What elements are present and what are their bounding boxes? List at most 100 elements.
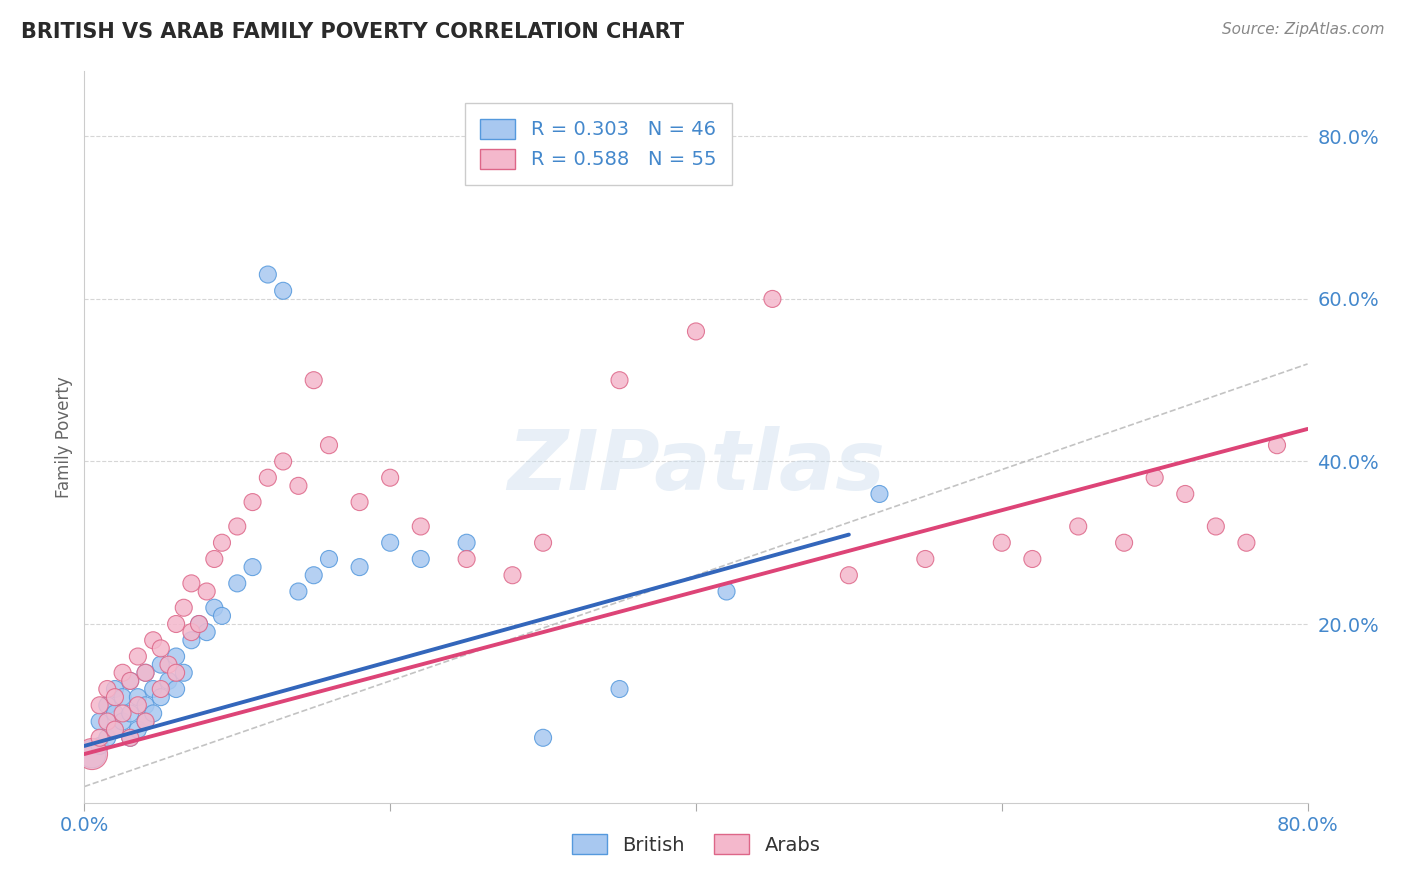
Point bbox=[716, 584, 738, 599]
Point bbox=[838, 568, 860, 582]
Text: Source: ZipAtlas.com: Source: ZipAtlas.com bbox=[1222, 22, 1385, 37]
Point bbox=[1174, 487, 1197, 501]
Point bbox=[120, 731, 142, 745]
Point bbox=[1114, 535, 1136, 549]
Point bbox=[1205, 519, 1227, 533]
Point bbox=[127, 698, 149, 713]
Point bbox=[242, 495, 264, 509]
Point bbox=[135, 698, 157, 713]
Point bbox=[318, 438, 340, 452]
Point bbox=[80, 747, 103, 761]
Point bbox=[180, 576, 202, 591]
Point bbox=[456, 552, 478, 566]
Point bbox=[149, 681, 172, 696]
Point bbox=[165, 681, 187, 696]
Point bbox=[211, 608, 233, 623]
Point bbox=[157, 657, 180, 672]
Legend: British, Arabs: British, Arabs bbox=[560, 822, 832, 866]
Point bbox=[271, 454, 294, 468]
Point bbox=[257, 471, 280, 485]
Point bbox=[157, 673, 180, 688]
Point bbox=[104, 723, 127, 737]
Point bbox=[1143, 471, 1166, 485]
Point bbox=[531, 731, 554, 745]
Point bbox=[135, 665, 157, 680]
Point bbox=[211, 535, 233, 549]
Point bbox=[142, 681, 165, 696]
Point bbox=[761, 292, 783, 306]
Point bbox=[120, 706, 142, 721]
Point bbox=[609, 681, 631, 696]
Point bbox=[120, 731, 142, 745]
Point bbox=[869, 487, 891, 501]
Point bbox=[104, 690, 127, 705]
Point bbox=[180, 633, 202, 648]
Point bbox=[195, 625, 218, 640]
Point bbox=[111, 706, 134, 721]
Point bbox=[173, 665, 195, 680]
Point bbox=[165, 665, 187, 680]
Point bbox=[609, 373, 631, 387]
Point bbox=[142, 706, 165, 721]
Point bbox=[96, 681, 118, 696]
Point bbox=[271, 284, 294, 298]
Point bbox=[111, 665, 134, 680]
Y-axis label: Family Poverty: Family Poverty bbox=[55, 376, 73, 498]
Point bbox=[173, 600, 195, 615]
Point bbox=[226, 576, 249, 591]
Point bbox=[409, 519, 432, 533]
Point bbox=[135, 714, 157, 729]
Point bbox=[96, 698, 118, 713]
Point bbox=[135, 665, 157, 680]
Point bbox=[914, 552, 936, 566]
Point bbox=[104, 723, 127, 737]
Point bbox=[409, 552, 432, 566]
Point bbox=[104, 706, 127, 721]
Point bbox=[1021, 552, 1043, 566]
Point bbox=[188, 617, 211, 632]
Point bbox=[149, 690, 172, 705]
Point bbox=[89, 731, 111, 745]
Point bbox=[380, 535, 402, 549]
Point bbox=[302, 373, 325, 387]
Point bbox=[149, 641, 172, 656]
Point bbox=[127, 723, 149, 737]
Point bbox=[1265, 438, 1288, 452]
Point bbox=[149, 657, 172, 672]
Point bbox=[456, 535, 478, 549]
Point bbox=[135, 714, 157, 729]
Point bbox=[349, 495, 371, 509]
Point bbox=[242, 560, 264, 574]
Point bbox=[96, 714, 118, 729]
Point bbox=[96, 731, 118, 745]
Point bbox=[349, 560, 371, 574]
Point bbox=[202, 552, 225, 566]
Point bbox=[180, 625, 202, 640]
Point bbox=[142, 633, 165, 648]
Text: ZIPatlas: ZIPatlas bbox=[508, 425, 884, 507]
Point bbox=[287, 479, 309, 493]
Point bbox=[226, 519, 249, 533]
Point bbox=[111, 714, 134, 729]
Point bbox=[685, 325, 707, 339]
Point bbox=[80, 747, 103, 761]
Point bbox=[104, 681, 127, 696]
Point bbox=[127, 649, 149, 664]
Point bbox=[120, 673, 142, 688]
Point bbox=[89, 739, 111, 753]
Point bbox=[302, 568, 325, 582]
Text: BRITISH VS ARAB FAMILY POVERTY CORRELATION CHART: BRITISH VS ARAB FAMILY POVERTY CORRELATI… bbox=[21, 22, 685, 42]
Point bbox=[1067, 519, 1090, 533]
Point bbox=[202, 600, 225, 615]
Point bbox=[89, 698, 111, 713]
Point bbox=[531, 535, 554, 549]
Point bbox=[502, 568, 524, 582]
Point bbox=[188, 617, 211, 632]
Point bbox=[1236, 535, 1258, 549]
Point bbox=[127, 690, 149, 705]
Point bbox=[380, 471, 402, 485]
Point bbox=[120, 673, 142, 688]
Point bbox=[195, 584, 218, 599]
Point bbox=[257, 268, 280, 282]
Point bbox=[89, 714, 111, 729]
